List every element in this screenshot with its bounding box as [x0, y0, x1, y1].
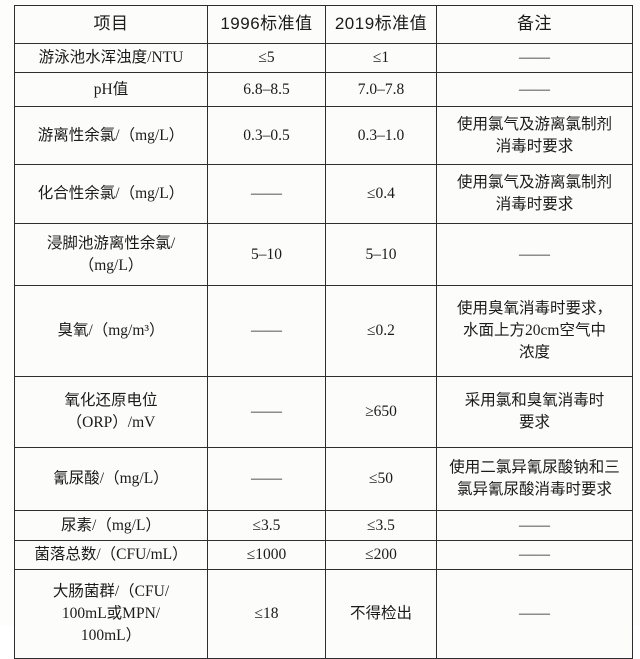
cell-remark: 使用臭氧消毒时要求， 水面上方20cm空气中 浓度	[436, 285, 633, 377]
cell-1996: ——	[207, 285, 326, 377]
column-header-2019: 2019标准值	[325, 5, 437, 44]
cell-2019: ≤0.2	[325, 285, 437, 377]
cell-1996: ——	[207, 447, 326, 511]
cell-remark: ——	[436, 72, 633, 107]
cell-2019: ≤1	[325, 43, 437, 73]
cell-1996: ——	[207, 164, 326, 224]
table-row: 化合性余氯/（mg/L） —— ≤0.4 使用氯气及游离氯制剂 消毒时要求	[14, 164, 633, 224]
table-header-row: 项目 1996标准值 2019标准值 备注	[14, 5, 633, 44]
cell-2019: 不得检出	[325, 569, 437, 659]
cell-1996: 5–10	[207, 223, 326, 286]
cell-2019: ≥650	[325, 376, 437, 448]
cell-item: pH值	[14, 72, 208, 107]
cell-2019: 0.3–1.0	[325, 106, 437, 165]
table-row: 大肠菌群/（CFU/ 100mL或MPN/ 100mL） ≤18 不得检出 ——	[14, 569, 633, 659]
cell-2019: 7.0–7.8	[325, 72, 437, 107]
cell-item: 尿素/（mg/L）	[14, 510, 208, 541]
cell-1996: ——	[207, 376, 326, 448]
cell-1996: ≤3.5	[207, 510, 326, 541]
cell-remark: 使用二氯异氰尿酸钠和三 氯异氰尿酸消毒时要求	[436, 447, 633, 511]
table-row: 菌落总数/（CFU/mL） ≤1000 ≤200 ——	[14, 540, 633, 570]
table-body: 游泳池水浑浊度/NTU ≤5 ≤1 —— pH值 6.8–8.5 7.0–7.8…	[14, 43, 633, 659]
cell-remark: ——	[436, 540, 633, 570]
cell-item: 氧化还原电位 （ORP）/mV	[14, 376, 208, 448]
document-sheet: 项目 1996标准值 2019标准值 备注 游泳池水浑浊度/NTU ≤5 ≤1 …	[14, 5, 633, 659]
cell-item: 化合性余氯/（mg/L）	[14, 164, 208, 224]
column-header-item: 项目	[14, 5, 208, 44]
table-row: 游离性余氯/（mg/L） 0.3–0.5 0.3–1.0 使用氯气及游离氯制剂 …	[14, 106, 633, 165]
cell-item: 浸脚池游离性余氯/ （mg/L）	[14, 223, 208, 286]
table-row: 氰尿酸/（mg/L） —— ≤50 使用二氯异氰尿酸钠和三 氯异氰尿酸消毒时要求	[14, 447, 633, 511]
cell-remark: ——	[436, 569, 633, 659]
table-row: 氧化还原电位 （ORP）/mV —— ≥650 采用氯和臭氧消毒时 要求	[14, 376, 633, 448]
cell-1996: ≤5	[207, 43, 326, 73]
table-row: 臭氧/（mg/m³） —— ≤0.2 使用臭氧消毒时要求， 水面上方20cm空气…	[14, 285, 633, 377]
cell-remark: 采用氯和臭氧消毒时 要求	[436, 376, 633, 448]
cell-item: 菌落总数/（CFU/mL）	[14, 540, 208, 570]
cell-remark: ——	[436, 223, 633, 286]
cell-2019: ≤50	[325, 447, 437, 511]
cell-item: 游泳池水浑浊度/NTU	[14, 43, 208, 73]
cell-1996: ≤1000	[207, 540, 326, 570]
column-header-1996: 1996标准值	[207, 5, 326, 44]
cell-2019: 5–10	[325, 223, 437, 286]
cell-2019: ≤0.4	[325, 164, 437, 224]
table-row: 尿素/（mg/L） ≤3.5 ≤3.5 ——	[14, 510, 633, 541]
cell-remark: ——	[436, 510, 633, 541]
cell-remark: ——	[436, 43, 633, 73]
cell-item: 氰尿酸/（mg/L）	[14, 447, 208, 511]
cell-item: 游离性余氯/（mg/L）	[14, 106, 208, 165]
table-row: pH值 6.8–8.5 7.0–7.8 ——	[14, 72, 633, 107]
cell-2019: ≤3.5	[325, 510, 437, 541]
column-header-remark: 备注	[436, 5, 633, 44]
cell-2019: ≤200	[325, 540, 437, 570]
cell-1996: ≤18	[207, 569, 326, 659]
cell-remark: 使用氯气及游离氯制剂 消毒时要求	[436, 106, 633, 165]
cell-1996: 0.3–0.5	[207, 106, 326, 165]
cell-item: 大肠菌群/（CFU/ 100mL或MPN/ 100mL）	[14, 569, 208, 659]
cell-item: 臭氧/（mg/m³）	[14, 285, 208, 377]
cell-1996: 6.8–8.5	[207, 72, 326, 107]
swimming-pool-water-standards-table: 项目 1996标准值 2019标准值 备注 游泳池水浑浊度/NTU ≤5 ≤1 …	[14, 5, 633, 659]
cell-remark: 使用氯气及游离氯制剂 消毒时要求	[436, 164, 633, 224]
table-row: 游泳池水浑浊度/NTU ≤5 ≤1 ——	[14, 43, 633, 73]
table-header: 项目 1996标准值 2019标准值 备注	[14, 5, 633, 44]
table-row: 浸脚池游离性余氯/ （mg/L） 5–10 5–10 ——	[14, 223, 633, 286]
